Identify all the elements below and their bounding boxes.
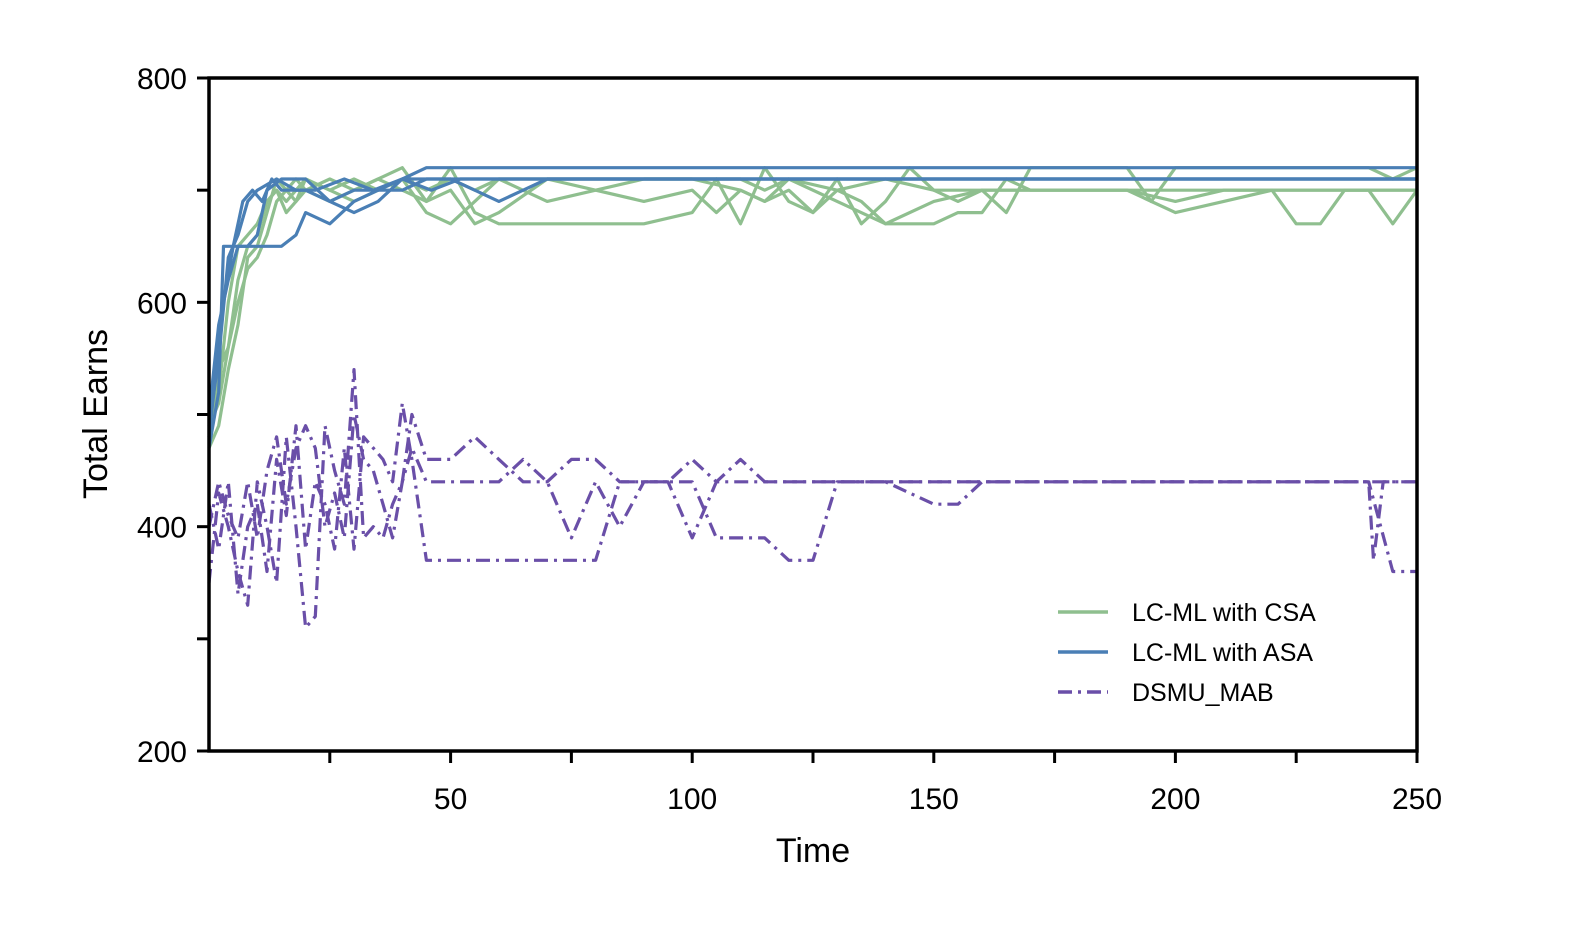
x-tick-label: 200 <box>1150 783 1200 816</box>
legend-label-2: DSMU_MAB <box>1132 679 1274 707</box>
y-axis-title: Total Earns <box>77 329 115 499</box>
legend-label-1: LC-ML with ASA <box>1132 639 1313 667</box>
y-tick-label: 400 <box>137 512 187 545</box>
y-tick-label: 200 <box>137 736 187 769</box>
series-line-1-run-1 <box>207 177 1417 438</box>
series-layer <box>207 166 1419 630</box>
x-tick-label: 100 <box>667 783 717 816</box>
ticks: 50 100 150 200 250 200 400 600 800 <box>137 63 1442 816</box>
x-axis-title: Time <box>776 832 850 870</box>
series-line-1-run-2 <box>207 177 1417 415</box>
series-line-0-run-0 <box>207 177 1417 438</box>
series-line-2-run-1 <box>207 401 1417 596</box>
legend: LC-ML with CSA LC-ML with ASA DSMU_MAB <box>1058 599 1316 707</box>
y-tick-label: 800 <box>137 63 187 96</box>
series-line-2-run-0 <box>207 368 1417 630</box>
legend-label-0: LC-ML with CSA <box>1132 599 1316 627</box>
x-tick-label: 150 <box>909 783 959 816</box>
series-line-1-run-3 <box>207 177 1417 426</box>
series-line-1-run-0 <box>207 166 1417 449</box>
series-line-2-run-2 <box>207 412 1417 540</box>
series-line-0-run-2 <box>207 177 1417 449</box>
y-tick-label: 600 <box>137 287 187 320</box>
x-tick-label: 250 <box>1392 783 1442 816</box>
series-line-0-run-1 <box>207 166 1418 416</box>
series-line-0-run-3 <box>207 177 1419 427</box>
x-tick-label: 50 <box>434 783 467 816</box>
